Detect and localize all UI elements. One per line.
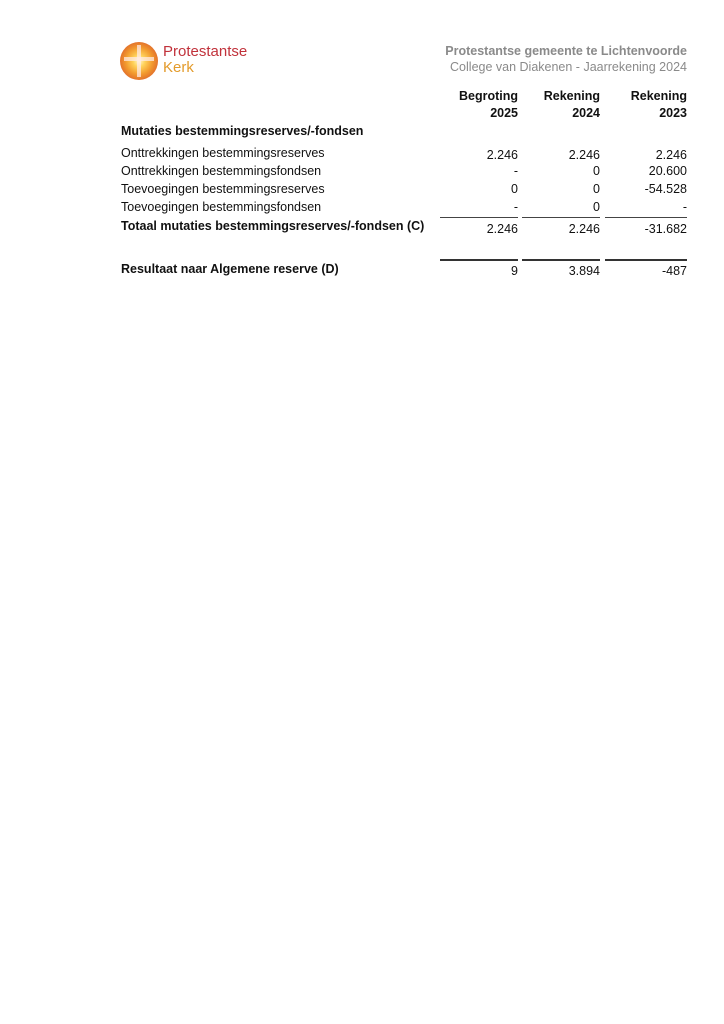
column-header-label: Rekening	[543, 89, 600, 103]
column-header-year: 2023	[659, 106, 687, 120]
row-value: 2.246	[568, 148, 600, 162]
row-label: Onttrekkingen bestemmingsreserves	[121, 146, 325, 160]
row-value: -	[682, 200, 687, 214]
row-label: Onttrekkingen bestemmingsfondsen	[121, 164, 322, 178]
row-value: 2.246	[486, 148, 518, 162]
column-header-label: Begroting	[458, 89, 518, 103]
logo-text-line2: Kerk	[163, 59, 194, 76]
column-header-label: Rekening	[630, 89, 687, 103]
row-value: -54.528	[644, 182, 687, 196]
row-value: 20.600	[648, 164, 687, 178]
result-value: 3.894	[568, 264, 600, 278]
result-rule	[522, 259, 600, 261]
subtotal-rule	[440, 217, 518, 218]
row-value: 0	[593, 164, 600, 178]
row-value: 0	[593, 182, 600, 196]
section-title: Mutaties bestemmingsreserves/-fondsen	[121, 124, 364, 138]
total-value: 2.246	[568, 222, 600, 236]
result-row-label: Resultaat naar Algemene reserve (D)	[121, 262, 339, 276]
total-row-label: Totaal mutaties bestemmingsreserves/-fon…	[121, 219, 425, 233]
protestantse-kerk-logo-icon	[120, 42, 158, 80]
column-header-year: 2025	[490, 106, 518, 120]
row-label: Toevoegingen bestemmingsreserves	[121, 182, 325, 196]
result-rule	[605, 259, 687, 261]
row-value: 0	[593, 200, 600, 214]
row-value: -	[513, 200, 518, 214]
document-subtitle: College van Diakenen - Jaarrekening 2024	[450, 60, 687, 74]
result-value: 9	[511, 264, 518, 278]
subtotal-rule	[522, 217, 600, 218]
result-value: -487	[661, 264, 687, 278]
logo-text-line1: Protestantse	[163, 43, 248, 60]
result-rule	[440, 259, 518, 261]
total-value: -31.682	[644, 222, 687, 236]
total-value: 2.246	[486, 222, 518, 236]
row-label: Toevoegingen bestemmingsfondsen	[121, 200, 322, 214]
subtotal-rule	[605, 217, 687, 218]
row-value: 2.246	[655, 148, 687, 162]
row-value: 0	[511, 182, 518, 196]
row-value: -	[513, 164, 518, 178]
organization-name: Protestantse gemeente te Lichtenvoorde	[445, 44, 687, 58]
column-header-year: 2024	[572, 106, 600, 120]
